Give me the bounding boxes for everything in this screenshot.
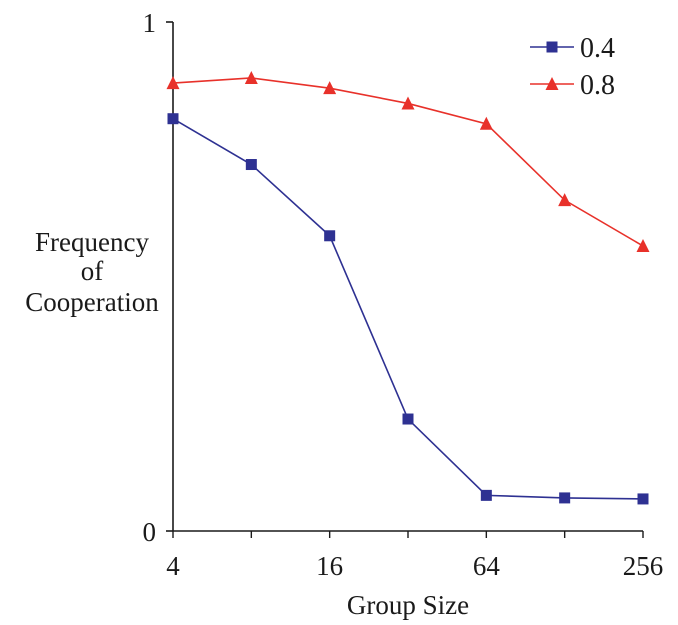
x-tick-label: 16 — [316, 551, 343, 581]
x-tick-label: 64 — [473, 551, 501, 581]
series-0.8 — [166, 70, 650, 252]
data-point — [559, 492, 571, 504]
data-point — [245, 159, 257, 171]
legend-entry: 0.4 — [530, 33, 615, 64]
y-tick-label: 0 — [143, 517, 157, 547]
series-0.4 — [167, 113, 649, 505]
x-axis-label: Group Size — [347, 590, 469, 620]
y-axis-label: Frequency of Cooperation — [25, 227, 159, 317]
data-point — [401, 96, 415, 110]
legend-marker — [545, 77, 559, 90]
legend-label: 0.8 — [580, 70, 615, 101]
data-point — [323, 81, 337, 95]
data-point — [167, 113, 179, 125]
legend: 0.40.8 — [530, 33, 615, 101]
x-tick-label: 4 — [166, 551, 180, 581]
x-tick-label: 256 — [623, 551, 664, 581]
y-axis-label-line-1: Frequency — [35, 227, 149, 257]
data-point — [402, 413, 414, 425]
series-layer — [166, 70, 650, 505]
data-point — [558, 193, 572, 207]
data-point — [166, 76, 180, 90]
data-point — [244, 70, 258, 84]
x-ticks: 4 16 64 256 — [166, 531, 663, 581]
y-tick-label: 1 — [143, 8, 157, 38]
y-axis-label-line-3: Cooperation — [25, 287, 159, 317]
y-axis-label-line-2: of — [81, 256, 104, 286]
legend-label: 0.4 — [580, 33, 615, 64]
legend-marker — [546, 41, 558, 53]
data-point — [324, 230, 336, 242]
y-ticks: 01 — [143, 8, 173, 547]
series-line — [172, 118, 644, 500]
legend-entry: 0.8 — [530, 70, 615, 101]
data-point — [637, 493, 649, 505]
data-point — [636, 238, 650, 252]
data-point — [480, 489, 492, 501]
data-point — [479, 116, 493, 130]
